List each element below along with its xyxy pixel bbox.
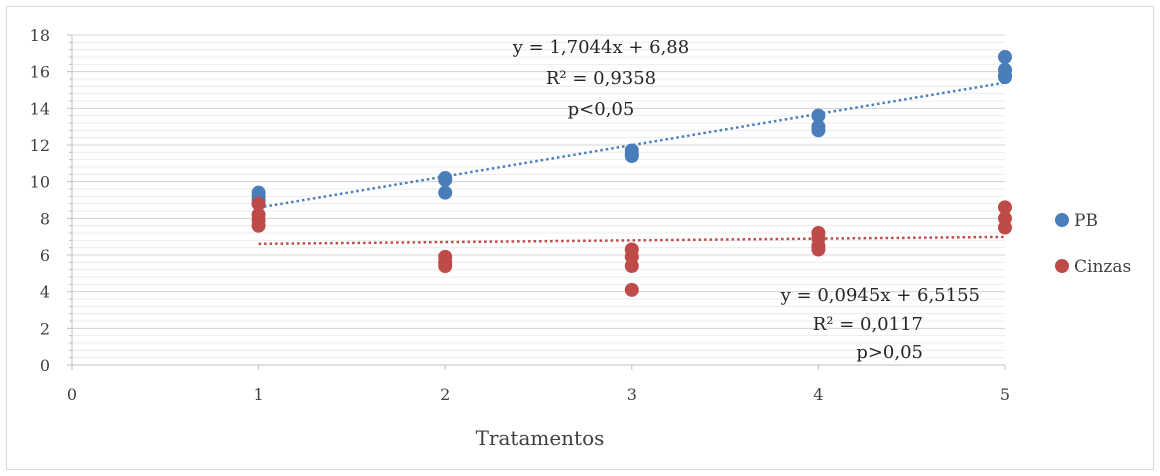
cinzas-r2-label: R² = 0,0117 bbox=[813, 314, 923, 335]
grid-lines bbox=[72, 34, 1005, 366]
data-point-pb bbox=[998, 70, 1012, 85]
pb-equation-label: y = 1,7044x + 6,88 bbox=[512, 37, 689, 58]
y-tick-label: 10 bbox=[30, 173, 50, 192]
legend: PB Cinzas bbox=[1055, 211, 1131, 277]
data-point-pb bbox=[438, 185, 453, 200]
data-point-cinzas bbox=[998, 200, 1012, 215]
x-tick-label: 0 bbox=[67, 385, 77, 404]
y-tick-label: 2 bbox=[40, 319, 50, 338]
x-tick-label: 1 bbox=[254, 385, 264, 404]
trendline-annotations: y = 1,7044x + 6,88 R² = 0,9358 p<0,05 y … bbox=[512, 37, 980, 363]
y-tick-label: 0 bbox=[40, 356, 50, 375]
cinzas-pvalue-label: p>0,05 bbox=[856, 342, 923, 363]
x-tick-label: 4 bbox=[813, 385, 823, 404]
legend-label-cinzas: Cinzas bbox=[1074, 257, 1131, 277]
y-tick-label: 14 bbox=[30, 99, 50, 118]
data-point-cinzas bbox=[624, 259, 639, 273]
y-tick-label: 18 bbox=[30, 26, 50, 45]
y-tick-label: 6 bbox=[40, 246, 50, 265]
legend-label-pb: PB bbox=[1074, 211, 1098, 231]
legend-marker-cinzas bbox=[1055, 259, 1069, 273]
x-axis-title: Tratamentos bbox=[476, 426, 605, 450]
x-tick-label: 3 bbox=[627, 385, 637, 404]
data-point-cinzas bbox=[438, 259, 453, 273]
trendlines bbox=[258, 81, 1006, 246]
data-point-pb bbox=[624, 149, 639, 163]
data-points bbox=[251, 50, 1012, 297]
data-point-cinzas bbox=[251, 218, 266, 233]
pb-r2-label: R² = 0,9358 bbox=[546, 68, 656, 89]
data-point-pb bbox=[811, 108, 826, 123]
chart-frame bbox=[6, 6, 1154, 470]
data-point-cinzas bbox=[624, 282, 639, 297]
cinzas-equation-label: y = 0,0945x + 6,5155 bbox=[780, 285, 980, 306]
legend-item-cinzas: Cinzas bbox=[1055, 257, 1131, 277]
x-tick-label: 5 bbox=[1000, 385, 1010, 404]
trendline-cinzas bbox=[258, 235, 1006, 246]
pb-pvalue-label: p<0,05 bbox=[568, 99, 635, 120]
legend-marker-pb bbox=[1055, 213, 1069, 227]
y-tick-label: 8 bbox=[40, 209, 50, 228]
y-tick-label: 16 bbox=[30, 63, 50, 82]
y-tick-label: 12 bbox=[30, 136, 50, 155]
data-point-cinzas bbox=[998, 220, 1012, 235]
y-tick-label: 4 bbox=[40, 283, 50, 302]
data-point-cinzas bbox=[811, 242, 826, 257]
legend-item-pb: PB bbox=[1055, 211, 1098, 231]
axes bbox=[67, 34, 1006, 370]
data-point-cinzas bbox=[251, 196, 266, 211]
data-point-pb bbox=[811, 123, 826, 138]
data-point-pb bbox=[438, 172, 453, 187]
data-point-pb bbox=[998, 50, 1012, 64]
x-tick-label: 2 bbox=[440, 385, 450, 404]
